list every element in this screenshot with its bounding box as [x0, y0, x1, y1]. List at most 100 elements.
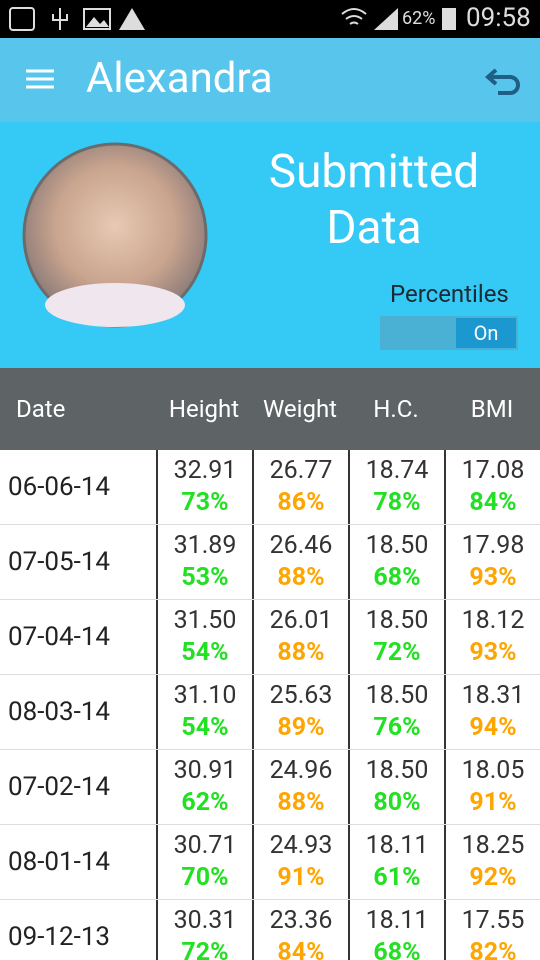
row-date: 08-01-14 [8, 847, 111, 877]
percentile: 88% [277, 788, 325, 817]
data-cell: 26.01 88% [252, 600, 348, 674]
measurement: 18.25 [461, 831, 525, 860]
data-cell: 31.89 53% [156, 525, 252, 599]
percentile: 92% [469, 863, 517, 892]
percentile: 91% [277, 863, 325, 892]
percentile: 91% [469, 788, 517, 817]
measurement: 18.50 [365, 531, 429, 560]
measurement: 30.91 [173, 756, 237, 785]
data-cell: 18.11 68% [348, 900, 444, 960]
row-date: 06-06-14 [8, 472, 111, 502]
table-row: 07-05-14 31.89 53% 26.46 88% 18.50 68% 17.98 93% [0, 525, 540, 600]
profile-photo[interactable] [20, 140, 210, 330]
table-row: 06-06-14 32.91 73% 26.77 86% 18.74 78% 17.08 84% [0, 450, 540, 525]
data-cell: 30.31 72% [156, 900, 252, 960]
data-cell: 30.71 70% [156, 825, 252, 899]
measurement: 18.12 [461, 606, 525, 635]
profile-header: Submitted Data Percentiles On [0, 122, 540, 368]
percentile: 93% [469, 638, 517, 667]
measurement: 18.50 [365, 756, 429, 785]
measurement: 17.08 [461, 456, 525, 485]
percentile: 94% [469, 713, 517, 742]
screen-title: Submitted Data [240, 144, 508, 256]
percentile: 88% [277, 563, 325, 592]
measurement: 26.46 [269, 531, 333, 560]
percentile: 54% [181, 713, 229, 742]
measurement: 25.63 [269, 681, 333, 710]
percentile: 53% [181, 563, 229, 592]
measurement: 18.11 [365, 831, 429, 860]
percentile: 76% [373, 713, 421, 742]
status-bar: 62% 09:58 [0, 0, 540, 38]
data-cell: 18.31 94% [444, 675, 540, 749]
row-date: 07-04-14 [8, 622, 111, 652]
data-cell: 18.50 72% [348, 600, 444, 674]
measurement: 31.10 [173, 681, 237, 710]
column-header: Date [16, 395, 66, 423]
percentile: 70% [181, 863, 229, 892]
data-cell: 18.50 68% [348, 525, 444, 599]
percentile: 62% [181, 788, 229, 817]
measurement: 32.91 [173, 456, 237, 485]
back-button[interactable] [484, 64, 524, 98]
data-cell: 18.05 91% [444, 750, 540, 824]
toggle-thumb: On [456, 318, 516, 348]
percentile: 84% [469, 488, 517, 517]
data-cell: 18.25 92% [444, 825, 540, 899]
measurement: 18.11 [365, 906, 429, 935]
data-cell: 32.91 73% [156, 450, 252, 524]
measurement: 18.50 [365, 681, 429, 710]
table-row: 08-03-14 31.10 54% 25.63 89% 18.50 76% 18.31 94% [0, 675, 540, 750]
measurement: 30.71 [173, 831, 237, 860]
measurement: 31.89 [173, 531, 237, 560]
data-cell: 18.50 80% [348, 750, 444, 824]
percentile: 78% [373, 488, 421, 517]
table-row: 07-02-14 30.91 62% 24.96 88% 18.50 80% 18.05 91% [0, 750, 540, 825]
column-header: BMI [470, 395, 514, 423]
percentile: 72% [373, 638, 421, 667]
table-row: 08-01-14 30.71 70% 24.93 91% 18.11 61% 18.25 92% [0, 825, 540, 900]
percentiles-toggle[interactable]: On [380, 316, 518, 350]
percentile: 80% [373, 788, 421, 817]
data-cell: 18.74 78% [348, 450, 444, 524]
measurement: 18.31 [461, 681, 525, 710]
column-header: Height [168, 395, 240, 423]
table-header: Date Height Weight H.C. BMI [0, 368, 540, 450]
measurement: 24.93 [269, 831, 333, 860]
column-header: H.C. [373, 395, 419, 423]
measurement: 24.96 [269, 756, 333, 785]
data-cell: 26.77 86% [252, 450, 348, 524]
measurement: 18.74 [365, 456, 429, 485]
table-row: 09-12-13 30.31 72% 23.36 84% 18.11 68% 17.55 82% [0, 900, 540, 960]
data-cell: 25.63 89% [252, 675, 348, 749]
data-cell: 17.08 84% [444, 450, 540, 524]
row-date: 08-03-14 [8, 697, 111, 727]
data-cell: 26.46 88% [252, 525, 348, 599]
data-cell: 31.10 54% [156, 675, 252, 749]
percentile: 54% [181, 638, 229, 667]
measurement: 30.31 [173, 906, 237, 935]
row-date: 07-05-14 [8, 547, 111, 577]
percentile: 73% [181, 488, 229, 517]
table-row: 07-04-14 31.50 54% 26.01 88% 18.50 72% 18.12 93% [0, 600, 540, 675]
measurement: 17.98 [461, 531, 525, 560]
measurement: 26.01 [269, 606, 333, 635]
measurement: 17.55 [461, 906, 525, 935]
data-cell: 31.50 54% [156, 600, 252, 674]
data-cell: 24.93 91% [252, 825, 348, 899]
percentile: 93% [469, 563, 517, 592]
status-icons [9, 7, 456, 31]
data-cell: 24.96 88% [252, 750, 348, 824]
app-bar: Alexandra [0, 38, 540, 122]
measurement: 18.05 [461, 756, 525, 785]
percentile: 84% [277, 938, 325, 960]
percentile: 88% [277, 638, 325, 667]
menu-button[interactable] [24, 68, 58, 92]
data-cell: 23.36 84% [252, 900, 348, 960]
data-cell: 18.11 61% [348, 825, 444, 899]
data-cell: 18.50 76% [348, 675, 444, 749]
percentile: 82% [469, 938, 517, 960]
percentiles-label: Percentiles [390, 280, 509, 308]
title-line: Submitted [268, 145, 480, 199]
